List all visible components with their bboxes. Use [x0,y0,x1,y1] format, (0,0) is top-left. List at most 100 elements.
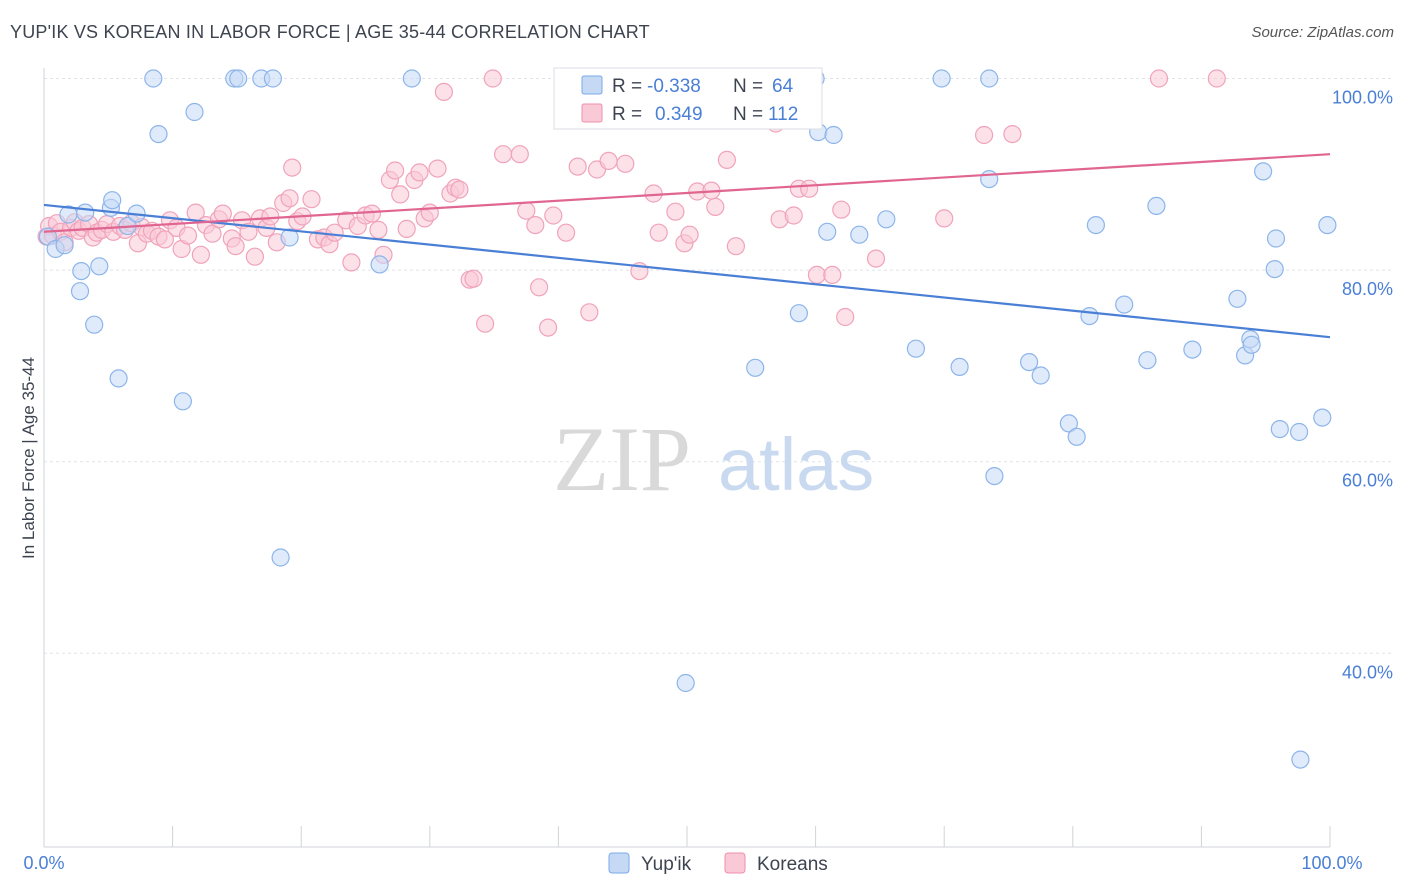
trend-lines [43,153,1331,339]
koreans-point [1149,69,1169,88]
legend-label-koreans: Koreans [757,854,828,875]
stats-legend-r-value-koreans: 0.349 [655,104,703,125]
koreans-point [155,230,174,249]
koreans-point [476,314,495,333]
yupik-point [1228,289,1247,308]
yupik-point [103,191,122,210]
koreans-point [935,209,954,228]
y-tick-label: 60.0% [1342,471,1393,491]
koreans-point [556,223,576,242]
chart-title: YUP'IK VS KOREAN IN LABOR FORCE | AGE 35… [10,22,650,42]
yupik-point [877,210,896,229]
yupik-point [676,673,695,693]
koreans-point [302,190,321,209]
yupik-point [932,69,951,88]
yupik-point [906,339,926,358]
koreans-point [510,145,529,164]
koreans-point [420,203,439,222]
stats-legend-n-label-yupik: N = [733,76,763,97]
koreans-point [666,202,685,221]
y-tick-labels: 40.0% 60.0% 80.0% 100.0% [1332,88,1393,683]
y-tick-label: 80.0% [1342,279,1393,299]
stats-legend: R = -0.338 N = 64 R = 0.349 N = 112 [553,67,823,130]
stats-legend-n-value-yupik: 64 [772,76,794,97]
koreans-point [261,207,280,226]
koreans-point [1003,125,1022,144]
yupik-point [109,369,128,388]
series-legend: Yup'ik Koreans [608,852,828,875]
koreans-trend-line [43,153,1331,233]
stats-legend-swatch-yupik [581,75,603,95]
yupik-point [55,236,74,255]
y-axis-title: In Labor Force | Age 35-44 [19,357,38,559]
koreans-point [836,307,855,327]
koreans-point [245,247,264,266]
koreans-point [644,184,663,203]
koreans-point [717,150,737,169]
yupik-point [72,262,91,281]
yupik-point [1086,216,1106,235]
koreans-point [178,226,198,245]
koreans-point [529,278,549,297]
koreans-point [807,265,827,284]
yupik-point [229,69,248,88]
koreans-point [823,265,842,284]
koreans-point [391,185,410,204]
koreans-point [544,206,563,225]
yupik-point [1183,340,1202,359]
yupik-point [746,358,765,377]
x-tick-label-min: 0.0% [23,853,64,873]
legend-label-yupik: Yup'ik [641,854,692,875]
stats-legend-r-label-yupik: R = [612,76,642,97]
yupik-point [263,69,282,88]
watermark: ZIP atlas [553,408,874,510]
koreans-point [283,158,302,177]
yupik-point [185,102,204,122]
koreans-point [397,219,416,238]
koreans-point [568,157,587,176]
yupik-point [1067,427,1086,446]
grid-lines [44,78,1392,654]
chart-source: Source: ZipAtlas.com [1251,24,1394,41]
yupik-point [1138,351,1157,370]
koreans-point [226,237,245,256]
yupik-point [1253,162,1273,181]
yupik-point [850,225,869,244]
yupik-point [370,255,389,274]
koreans-point [434,82,453,102]
watermark-atlas: atlas [718,423,874,506]
yupik-point [1270,420,1289,439]
koreans-point [239,222,258,241]
yupik-point [1031,366,1050,385]
yupik-point [1147,196,1166,215]
stats-legend-n-value-koreans: 112 [768,104,798,125]
koreans-point [800,179,819,198]
koreans-point [599,151,618,170]
koreans-point [428,159,447,178]
koreans-point [580,303,599,322]
koreans-point [784,206,803,225]
legend-swatch-koreans [724,852,746,874]
x-ticks [43,826,1331,847]
yupik-point [985,467,1004,486]
stats-legend-n-label-koreans: N = [733,104,763,125]
koreans-point [649,223,668,242]
yupik-point [1242,335,1261,354]
stats-legend-swatch-koreans [581,103,603,123]
koreans-point [213,204,232,223]
koreans-point [832,200,851,219]
yupik-point [1289,422,1309,442]
y-tick-label: 100.0% [1332,88,1393,108]
koreans-point [450,180,469,199]
yupik-point [173,392,192,411]
yupik-point [789,304,809,323]
koreans-point [974,125,994,145]
yupik-point [1318,216,1337,235]
yupik-point [818,222,837,241]
yupik-point [950,357,969,376]
yupik-point [1115,295,1134,314]
stats-legend-r-label-koreans: R = [612,104,642,125]
koreans-point [494,145,513,164]
koreans-point [369,220,388,239]
